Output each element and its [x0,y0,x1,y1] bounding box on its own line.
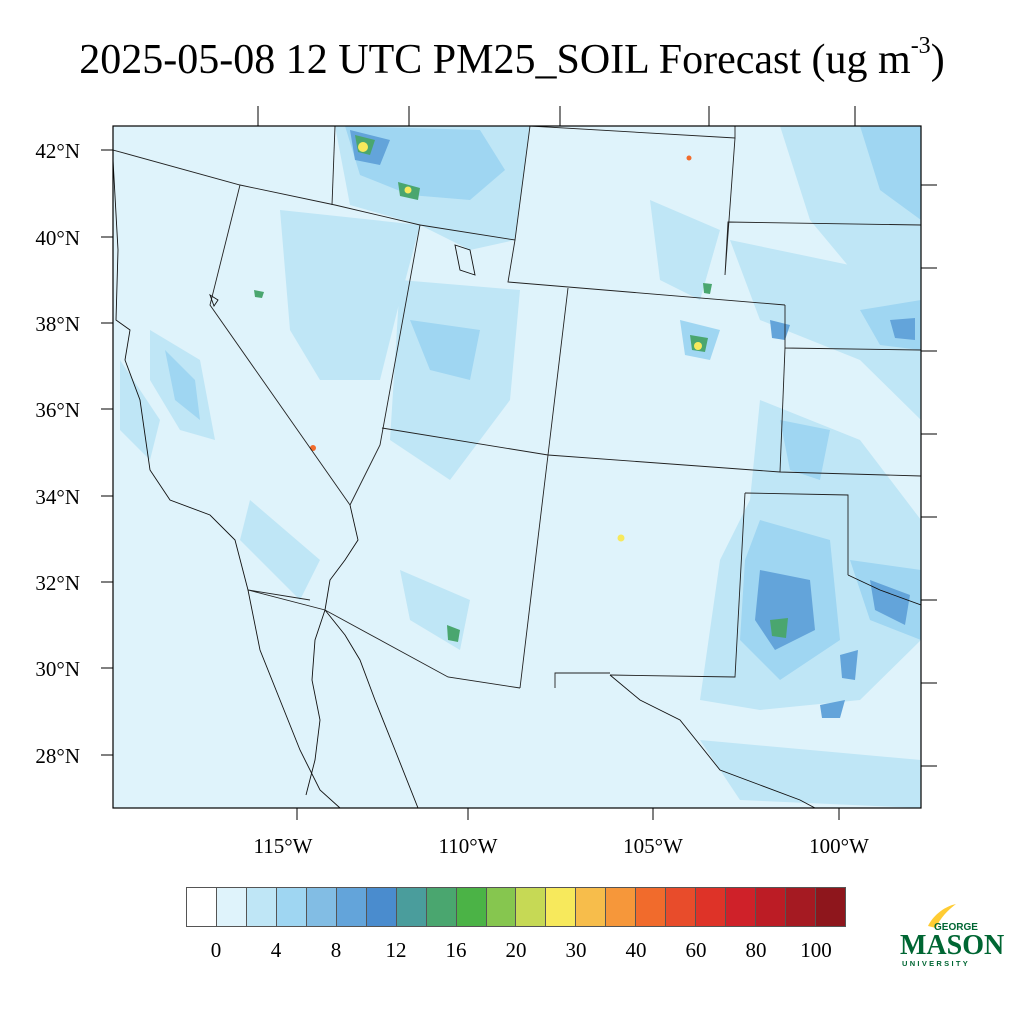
colorbar-swatch [336,888,367,926]
colorbar-label: 80 [745,938,767,962]
colorbar-label: 16 [445,938,467,962]
colorbar-swatch [666,888,697,926]
logo-line2: MASON [900,930,1004,961]
colorbar-label: 0 [210,938,222,962]
map-frame [112,125,922,809]
lat-label-28n: 28°N [35,744,80,768]
colorbar-swatch [816,888,845,926]
colorbar-label: 60 [685,938,707,962]
colorbar-swatch [306,888,337,926]
title-superscript: -3 [910,33,931,59]
colorbar-swatch [546,888,577,926]
axis-ticks [101,106,937,820]
colorbar-swatch [426,888,457,926]
colorbar-label: 8 [330,938,342,962]
title-main: 2025-05-08 12 UTC PM25_SOIL Forecast (ug… [79,37,911,83]
colorbar-swatch [696,888,727,926]
lat-label-38n: 38°N [35,312,80,336]
yellow-hotspots [358,142,702,542]
colorbar-swatch [366,888,397,926]
colorbar-label: 40 [625,938,647,962]
colorbar-swatch [576,888,607,926]
lat-label-32n: 32°N [35,571,80,595]
colorbar-swatch [756,888,787,926]
higher-concentration-areas [350,130,915,718]
colorbar-label: 30 [565,938,587,962]
colorbar-swatch [456,888,487,926]
colorbar-swatch [216,888,247,926]
colorbar-swatch [486,888,517,926]
logo-swoosh [928,904,956,928]
coastline [113,159,921,808]
colorbar [186,887,846,927]
lon-label-110w: 110°W [438,834,498,858]
colorbar-swatch [726,888,757,926]
colorbar-swatch [786,888,817,926]
logo-line1: GEORGE [934,922,978,933]
colorbar-label: 4 [270,938,282,962]
lat-label-34n: 34°N [35,485,80,509]
colorbar-label: 100 [800,938,832,962]
map-title: 2025-05-08 12 UTC PM25_SOIL Forecast (ug… [0,34,1024,86]
lat-label-40n: 40°N [35,226,80,250]
colorbar-swatch [396,888,427,926]
lat-label-30n: 30°N [35,657,80,681]
logo-line3: UNIVERSITY [902,959,970,968]
lat-label-36n: 36°N [35,398,80,422]
colorbar-swatch [516,888,547,926]
lon-label-100w: 100°W [809,834,869,858]
colorbar-label: 12 [385,938,407,962]
colorbar-label: 20 [505,938,527,962]
concentration-field [113,126,921,808]
colorbar-swatch [187,888,217,926]
title-tail: ) [930,37,945,83]
lon-label-115w: 115°W [253,834,313,858]
lon-label-105w: 105°W [623,834,683,858]
colorbar-swatch [606,888,637,926]
gmu-logo: GEORGE MASON UNIVERSITY [900,904,1004,968]
state-borders [113,126,921,689]
lat-label-42n: 42°N [35,139,80,163]
colorbar-swatch [246,888,277,926]
colorbar-swatch [636,888,667,926]
colorbar-swatch [276,888,307,926]
